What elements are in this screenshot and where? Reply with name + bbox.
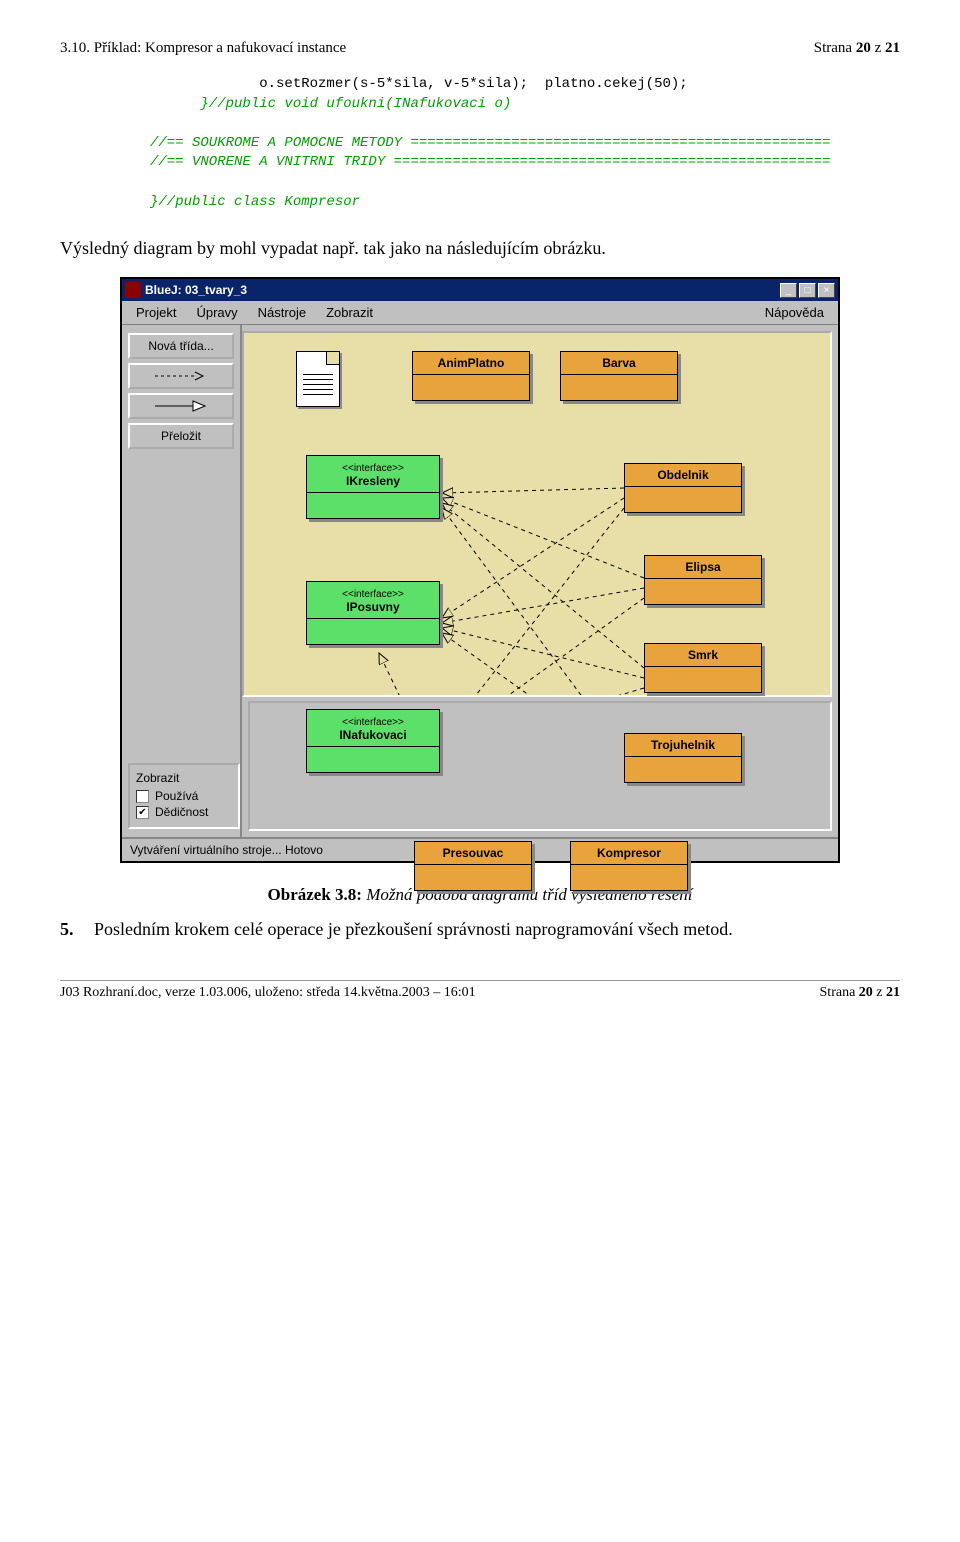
maximize-icon[interactable]: □	[799, 283, 816, 298]
inheritance-arrow-button[interactable]	[128, 393, 234, 419]
view-panel: Zobrazit Používá ✔ Dědičnost	[128, 763, 240, 829]
dependency-arrow-button[interactable]	[128, 363, 234, 389]
menu-nastroje[interactable]: Nástroje	[248, 303, 316, 322]
paragraph-1: Výsledný diagram by mohl vypadat např. t…	[60, 238, 900, 259]
class-animplatno[interactable]: AnimPlatno	[412, 351, 530, 401]
menu-help[interactable]: Nápověda	[755, 303, 834, 322]
titlebar: BlueJ: 03_tvary_3 _ □ ×	[122, 279, 838, 301]
interface-ikresleny[interactable]: <<interface>>IKresleny	[306, 455, 440, 519]
menu-upravy[interactable]: Úpravy	[186, 303, 247, 322]
new-class-button[interactable]: Nová třída...	[128, 333, 234, 359]
class-smrk[interactable]: Smrk	[644, 643, 762, 693]
interface-iposuvny[interactable]: <<interface>>IPosuvny	[306, 581, 440, 645]
checkbox-icon: ✔	[136, 806, 149, 819]
page-header: 3.10. Příklad: Kompresor a nafukovací in…	[60, 40, 900, 57]
code-block: o.setRozmer(s-5*sila, v-5*sila); platno.…	[150, 75, 900, 212]
sidebar: Nová třída... Přeložit Zobrazit Používá	[122, 325, 242, 837]
app-icon	[125, 282, 141, 298]
diagram-canvas[interactable]: AnimPlatno Barva <<interface>>IKresleny …	[242, 331, 832, 697]
menu-zobrazit[interactable]: Zobrazit	[316, 303, 383, 322]
checkbox-inheritance[interactable]: ✔ Dědičnost	[136, 805, 232, 819]
class-obdelnik[interactable]: Obdelnik	[624, 463, 742, 513]
view-panel-title: Zobrazit	[136, 771, 232, 785]
menubar: Projekt Úpravy Nástroje Zobrazit Nápověd…	[122, 301, 838, 325]
footer-right: Strana 20 z 21	[820, 985, 900, 1001]
checkbox-uses[interactable]: Používá	[136, 789, 232, 803]
class-barva[interactable]: Barva	[560, 351, 678, 401]
class-presouvac[interactable]: Presouvac	[414, 841, 532, 891]
class-trojuhelnik[interactable]: Trojuhelnik	[624, 733, 742, 783]
compile-button[interactable]: Přeložit	[128, 423, 234, 449]
header-right: Strana 20 z 21	[814, 40, 900, 57]
page-footer: J03 Rozhraní.doc, verze 1.03.006, uložen…	[60, 980, 900, 1001]
header-left: 3.10. Příklad: Kompresor a nafukovací in…	[60, 40, 346, 57]
readme-icon[interactable]	[296, 351, 340, 407]
list-item-5: 5. Posledním krokem celé operace je přez…	[60, 919, 900, 940]
minimize-icon[interactable]: _	[780, 283, 797, 298]
menu-projekt[interactable]: Projekt	[126, 303, 186, 322]
footer-left: J03 Rozhraní.doc, verze 1.03.006, uložen…	[60, 985, 476, 1001]
class-elipsa[interactable]: Elipsa	[644, 555, 762, 605]
window-title: BlueJ: 03_tvary_3	[145, 283, 780, 297]
interface-inafukovaci[interactable]: <<interface>>INafukovaci	[306, 709, 440, 773]
checkbox-icon	[136, 790, 149, 803]
class-kompresor[interactable]: Kompresor	[570, 841, 688, 891]
bluej-window: BlueJ: 03_tvary_3 _ □ × Projekt Úpravy N…	[120, 277, 840, 863]
close-icon[interactable]: ×	[818, 283, 835, 298]
